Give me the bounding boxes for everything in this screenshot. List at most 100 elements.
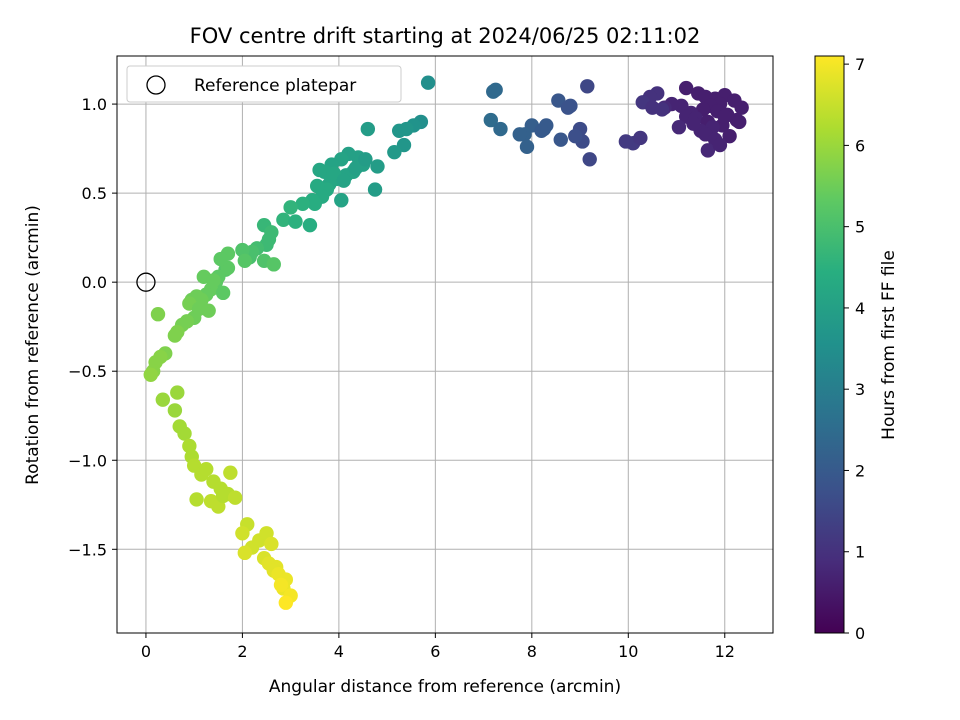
data-point	[734, 100, 749, 115]
data-point	[295, 196, 310, 212]
chart-title: FOV centre drift starting at 2024/06/25 …	[190, 24, 701, 48]
data-point	[278, 595, 294, 610]
data-point	[167, 403, 183, 418]
plot-frame	[116, 55, 774, 634]
colorbar-tick-label: 2	[855, 461, 865, 480]
data-point	[367, 182, 383, 197]
data-point	[686, 116, 701, 131]
legend-marker-icon	[146, 75, 166, 95]
data-point	[654, 102, 670, 117]
y-tick-label: −0.5	[68, 362, 107, 381]
data-point	[206, 273, 221, 288]
data-point	[223, 465, 238, 480]
data-point	[201, 303, 216, 318]
y-tick-label: 0.0	[82, 273, 107, 292]
data-point	[568, 128, 583, 144]
colorbar-ticks: 0 1 2 3 4 5 6 7	[844, 55, 865, 643]
colorbar-tick-label: 1	[855, 543, 865, 562]
colorbar-tick-label: 6	[855, 136, 865, 155]
y-tick-label: 0.5	[82, 184, 107, 203]
data-point	[309, 178, 325, 194]
colorbar-tick-label: 0	[855, 624, 865, 643]
data-point	[334, 193, 349, 208]
data-point	[732, 114, 747, 130]
data-point	[717, 109, 732, 124]
y-axis-label: Rotation from reference (arcmin)	[23, 205, 43, 485]
x-tick-label: 6	[430, 642, 440, 661]
data-point	[215, 285, 231, 301]
x-tick-label: 2	[237, 642, 247, 661]
data-point	[167, 328, 183, 343]
data-point	[150, 307, 166, 322]
grid-lines	[117, 56, 773, 633]
data-point	[493, 121, 508, 137]
x-tick-label: 12	[715, 642, 735, 661]
data-point	[512, 127, 527, 142]
data-point	[360, 121, 376, 137]
data-point	[237, 253, 253, 268]
data-point	[712, 137, 728, 153]
x-tick-label: 8	[527, 642, 537, 661]
x-tick-label: 4	[334, 642, 344, 661]
data-point	[172, 419, 187, 434]
colorbar-gradient	[814, 55, 845, 634]
data-point	[420, 75, 436, 90]
data-point	[534, 123, 549, 138]
data-point	[580, 79, 595, 94]
legend: Reference platepar	[126, 65, 402, 103]
data-point	[155, 392, 171, 407]
data-point	[273, 577, 289, 593]
data-point	[235, 526, 250, 541]
data-point	[227, 490, 243, 505]
x-axis-ticks: 0 2 4 6 8 10 12	[141, 633, 735, 661]
x-axis-label: Angular distance from reference (arcmin)	[269, 677, 621, 697]
data-point	[722, 128, 737, 144]
data-point	[312, 162, 327, 178]
data-point	[488, 82, 503, 98]
colorbar: 0 1 2 3 4 5 6 7 Hours from first FF file	[814, 55, 899, 643]
data-point	[483, 112, 499, 128]
y-tick-label: −1.0	[68, 451, 107, 470]
data-point	[302, 217, 318, 233]
data-point	[336, 173, 351, 188]
data-point	[283, 200, 298, 215]
x-tick-label: 0	[141, 642, 151, 661]
legend-entry: Reference platepar	[194, 76, 356, 96]
data-point	[143, 367, 158, 382]
data-point	[387, 144, 402, 160]
reference-platepar-marker	[136, 272, 156, 292]
data-point	[370, 159, 385, 174]
data-point	[266, 257, 281, 272]
data-point	[189, 492, 204, 507]
data-point	[519, 139, 535, 155]
data-point	[348, 160, 363, 176]
data-point	[170, 385, 185, 400]
data-point	[288, 214, 303, 229]
data-point	[213, 251, 228, 267]
data-point	[618, 134, 634, 149]
colorbar-tick-label: 4	[855, 299, 865, 318]
data-point	[553, 132, 568, 147]
y-tick-label: −1.5	[68, 540, 107, 559]
data-point	[261, 232, 277, 247]
data-point	[276, 212, 291, 228]
y-axis-ticks: −1.5 −1.0 −0.5 0.0 0.5 1.0	[68, 95, 117, 559]
data-point	[633, 130, 648, 146]
x-tick-label: 10	[618, 642, 638, 661]
data-point	[264, 536, 279, 552]
colorbar-tick-label: 5	[855, 218, 865, 237]
data-point	[700, 143, 716, 158]
data-point	[215, 488, 231, 504]
colorbar-tick-label: 7	[855, 55, 865, 74]
data-point	[358, 152, 373, 167]
data-point	[678, 80, 694, 96]
data-point	[199, 461, 214, 477]
scatter-points	[143, 75, 749, 610]
data-point	[391, 123, 407, 138]
data-point	[237, 545, 253, 561]
data-point	[582, 152, 597, 167]
colorbar-tick-label: 3	[855, 380, 865, 399]
y-tick-label: 1.0	[82, 95, 107, 114]
colorbar-label: Hours from first FF file	[879, 250, 899, 440]
